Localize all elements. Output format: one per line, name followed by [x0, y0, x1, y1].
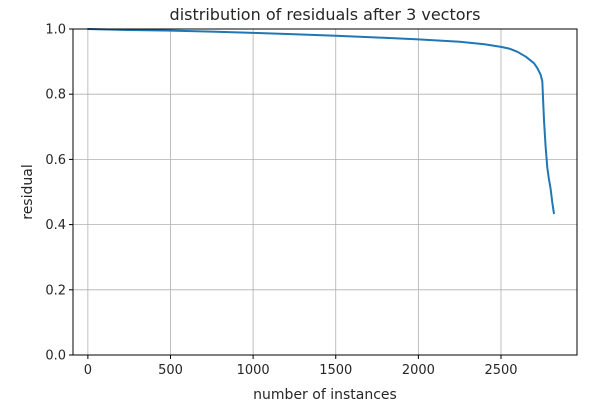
y-tick-label: 0.8 — [45, 88, 66, 103]
chart-title: distribution of residuals after 3 vector… — [170, 5, 481, 24]
y-tick-label: 1.0 — [45, 23, 66, 38]
x-tick-label: 2000 — [402, 363, 435, 378]
x-tick-label: 500 — [158, 363, 183, 378]
x-axis-label: number of instances — [253, 387, 397, 403]
x-tick-label: 2500 — [484, 363, 517, 378]
ticks: 0 500 1000 1500 2000 2500 0.0 0.2 0.4 0.6 0.8 1.0 — [45, 23, 517, 379]
x-tick-label: 1000 — [237, 363, 270, 378]
x-tick-label: 1500 — [319, 363, 352, 378]
y-tick-label: 0.6 — [45, 153, 66, 168]
y-axis-label: residual — [20, 164, 36, 219]
y-tick-label: 0.2 — [45, 283, 66, 298]
x-tick-label: 0 — [84, 363, 92, 378]
y-tick-label: 0.4 — [45, 218, 66, 233]
data-layer — [86, 28, 555, 215]
grid — [73, 28, 577, 356]
y-tick-label: 0.0 — [45, 349, 66, 364]
plot-area-frame — [72, 28, 578, 356]
residual-line — [86, 28, 555, 215]
